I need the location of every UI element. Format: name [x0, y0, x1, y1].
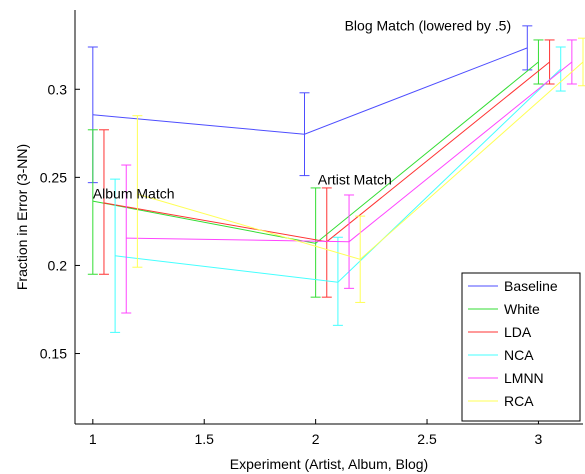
- series-white: [87, 39, 544, 298]
- x-tick-label: 3: [535, 431, 543, 447]
- error-bar: [87, 129, 98, 275]
- x-tick-label: 2: [312, 431, 320, 447]
- error-bar: [522, 25, 533, 71]
- annotation-label: Artist Match: [318, 171, 392, 187]
- y-tick-label: 0.2: [48, 257, 68, 273]
- error-bar: [110, 178, 121, 333]
- annotations: Album Match Artist Match Blog Match (lower…: [93, 17, 511, 201]
- error-bar: [299, 92, 310, 177]
- series-nca: [110, 46, 566, 333]
- x-tick-label: 1: [89, 431, 97, 447]
- y-axis-title: Fraction in Error (3-NN): [14, 144, 30, 290]
- legend-label: LMNN: [504, 370, 544, 386]
- error-bar: [544, 39, 555, 85]
- error-bar: [555, 46, 566, 92]
- error-bar: [321, 187, 332, 298]
- series-rca: [132, 37, 585, 303]
- axes-layer: 1 1.5 2 2.5 3 0.15 0.2 0.25 0.3: [40, 10, 583, 447]
- legend-box: [461, 272, 581, 422]
- legend-item: RCA: [468, 393, 534, 409]
- x-tick-label: 2.5: [417, 431, 437, 447]
- error-bar: [310, 187, 321, 298]
- error-bar: [332, 236, 343, 326]
- annotation-label: Album Match: [93, 186, 175, 202]
- x-tick-label: 1.5: [194, 431, 214, 447]
- series-layer: [87, 25, 585, 333]
- error-bar: [98, 129, 109, 275]
- legend-item: LMNN: [468, 370, 544, 386]
- legend-item: NCA: [468, 347, 534, 363]
- legend-item: LDA: [468, 324, 532, 340]
- legend-label: LDA: [504, 324, 532, 340]
- annotation-label: Blog Match (lowered by .5): [345, 17, 512, 33]
- error-bar: [533, 39, 544, 85]
- y-tick-label: 0.25: [40, 169, 67, 185]
- error-bar: [132, 115, 143, 268]
- error-bar: [578, 37, 585, 87]
- error-bar: [121, 164, 132, 314]
- legend-label: RCA: [504, 393, 534, 409]
- legend-item: White: [468, 301, 540, 317]
- y-tick-label: 0.3: [48, 81, 68, 97]
- legend-label: NCA: [504, 347, 534, 363]
- legend-label: Baseline: [504, 278, 558, 294]
- y-tick-label: 0.15: [40, 346, 67, 362]
- x-axis-title: Experiment (Artist, Album, Blog): [230, 456, 428, 472]
- error-bar: [344, 194, 355, 289]
- error-bar: [566, 39, 577, 85]
- legend: Baseline White LDA NCA LMNN RCA: [461, 272, 581, 422]
- error-bar: [355, 215, 366, 303]
- series-lmnn: [121, 39, 577, 314]
- legend-label: White: [504, 301, 540, 317]
- legend-item: Baseline: [468, 278, 558, 294]
